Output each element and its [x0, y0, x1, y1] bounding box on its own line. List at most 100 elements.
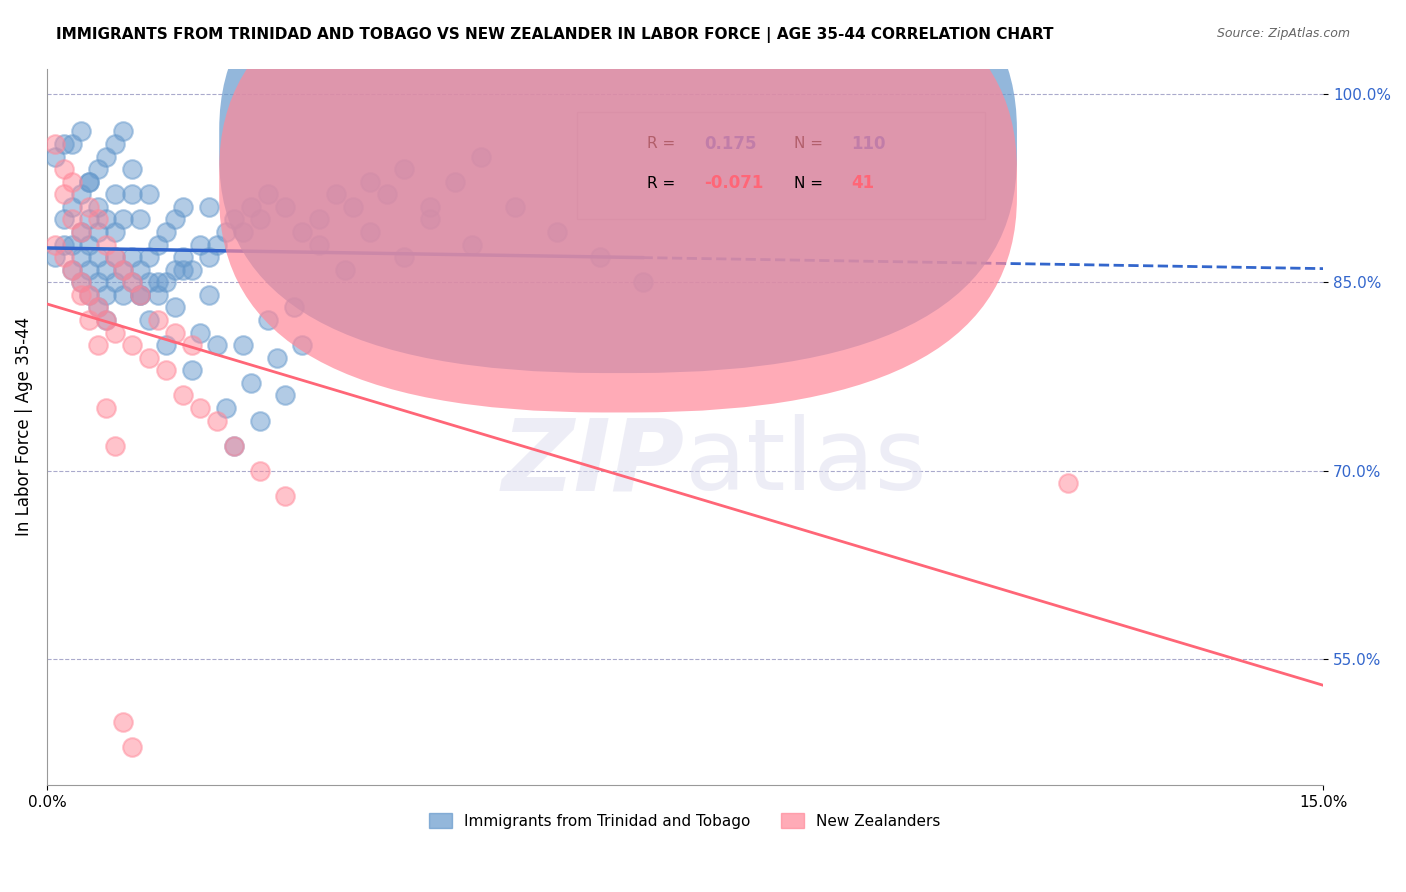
Point	[342, 200, 364, 214]
Point	[146, 287, 169, 301]
Point	[444, 175, 467, 189]
Point	[172, 200, 194, 214]
Point	[62, 262, 84, 277]
Point	[44, 237, 66, 252]
Point	[87, 212, 110, 227]
Point	[138, 275, 160, 289]
Point	[121, 187, 143, 202]
Text: R =: R =	[647, 176, 675, 191]
Point	[172, 388, 194, 402]
Point	[112, 287, 135, 301]
Point	[394, 162, 416, 177]
Point	[104, 250, 127, 264]
Point	[104, 187, 127, 202]
Point	[79, 212, 101, 227]
Point	[283, 301, 305, 315]
Point	[104, 275, 127, 289]
Point	[274, 489, 297, 503]
Point	[79, 175, 101, 189]
Point	[52, 237, 75, 252]
Point	[249, 212, 271, 227]
Point	[104, 250, 127, 264]
FancyBboxPatch shape	[219, 0, 1017, 373]
Point	[96, 313, 118, 327]
Point	[79, 313, 101, 327]
Point	[112, 262, 135, 277]
Point	[79, 262, 101, 277]
Point	[172, 250, 194, 264]
Point	[232, 338, 254, 352]
Text: N =: N =	[793, 176, 823, 191]
Point	[121, 740, 143, 755]
Point	[394, 250, 416, 264]
Point	[70, 287, 93, 301]
Point	[180, 363, 202, 377]
Point	[205, 413, 228, 427]
Text: 110: 110	[851, 135, 886, 153]
Point	[274, 200, 297, 214]
Point	[240, 200, 263, 214]
Point	[44, 149, 66, 163]
Point	[44, 136, 66, 151]
Point	[257, 187, 280, 202]
Point	[70, 225, 93, 239]
Point	[121, 275, 143, 289]
Point	[62, 212, 84, 227]
Point	[419, 212, 441, 227]
Text: IMMIGRANTS FROM TRINIDAD AND TOBAGO VS NEW ZEALANDER IN LABOR FORCE | AGE 35-44 : IMMIGRANTS FROM TRINIDAD AND TOBAGO VS N…	[56, 27, 1053, 43]
Point	[155, 275, 177, 289]
Point	[96, 212, 118, 227]
Point	[197, 200, 219, 214]
Text: ZIP: ZIP	[502, 414, 685, 511]
Point	[163, 301, 186, 315]
Point	[70, 275, 93, 289]
FancyBboxPatch shape	[219, 0, 1017, 412]
Point	[291, 338, 314, 352]
Point	[121, 338, 143, 352]
Point	[257, 313, 280, 327]
Point	[163, 326, 186, 340]
Point	[44, 250, 66, 264]
Point	[87, 250, 110, 264]
Point	[87, 301, 110, 315]
Point	[52, 136, 75, 151]
Point	[87, 200, 110, 214]
Point	[104, 136, 127, 151]
Point	[104, 326, 127, 340]
Point	[87, 301, 110, 315]
Point	[112, 124, 135, 138]
Point	[129, 262, 152, 277]
Point	[631, 275, 654, 289]
Point	[129, 212, 152, 227]
Point	[214, 225, 236, 239]
Point	[308, 212, 330, 227]
Point	[121, 250, 143, 264]
Point	[222, 439, 245, 453]
Point	[70, 124, 93, 138]
Point	[96, 149, 118, 163]
Point	[180, 262, 202, 277]
Point	[205, 338, 228, 352]
Point	[70, 250, 93, 264]
Point	[112, 715, 135, 730]
Point	[163, 262, 186, 277]
Text: 0.175: 0.175	[704, 135, 756, 153]
Text: N =: N =	[793, 136, 823, 152]
Point	[589, 250, 612, 264]
Point	[274, 388, 297, 402]
Point	[188, 401, 211, 415]
Point	[240, 376, 263, 390]
Point	[546, 225, 568, 239]
Point	[163, 212, 186, 227]
Point	[138, 313, 160, 327]
Point	[79, 287, 101, 301]
Point	[188, 237, 211, 252]
Point	[70, 225, 93, 239]
Text: 41: 41	[851, 174, 875, 192]
Point	[79, 287, 101, 301]
Point	[470, 149, 492, 163]
Point	[87, 338, 110, 352]
Point	[79, 237, 101, 252]
Point	[232, 225, 254, 239]
Point	[375, 187, 398, 202]
